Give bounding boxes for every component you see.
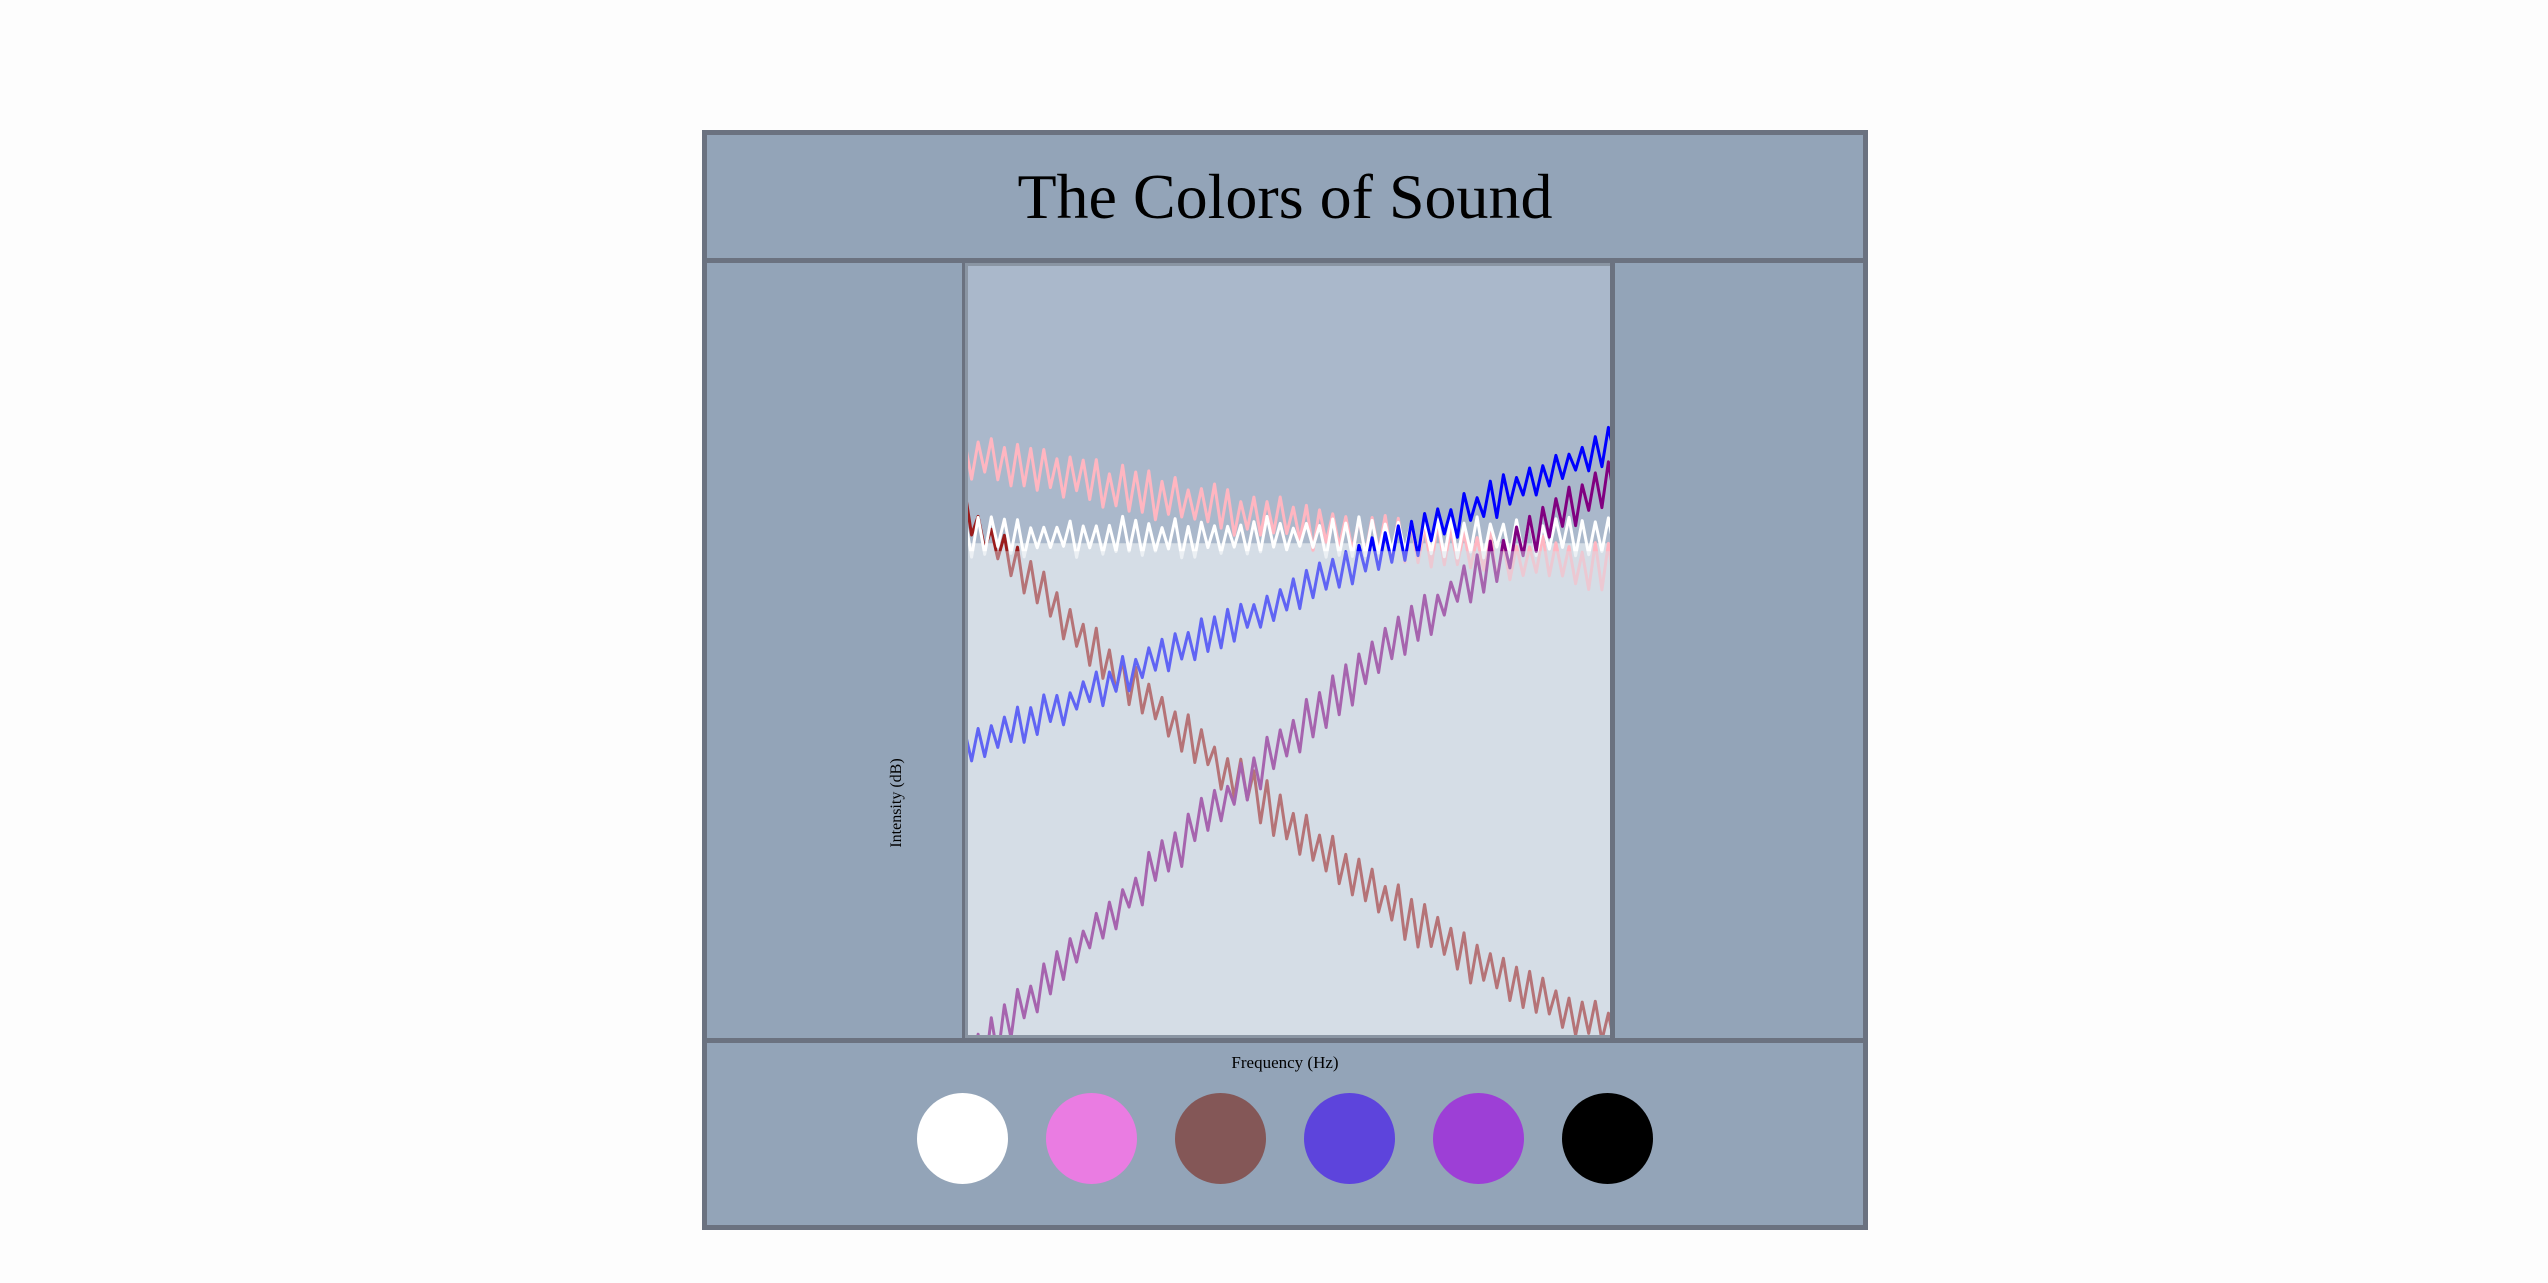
white-noise-swatch[interactable] xyxy=(917,1093,1008,1184)
chart-frame: The Colors of Sound Intensity (dB) Frequ… xyxy=(702,130,1868,1230)
series-line-pink xyxy=(965,437,1615,592)
series-line-violet xyxy=(976,460,1615,1038)
left-panel: Intensity (dB) xyxy=(707,263,967,1038)
blue-noise-swatch[interactable] xyxy=(1304,1093,1395,1184)
black-noise-swatch[interactable] xyxy=(1562,1093,1653,1184)
brown-noise-swatch[interactable] xyxy=(1175,1093,1266,1184)
x-axis-label: Frequency (Hz) xyxy=(1231,1053,1339,1072)
series-line-brown xyxy=(965,491,1615,1038)
page-title: The Colors of Sound xyxy=(1017,160,1553,232)
header: The Colors of Sound xyxy=(707,135,1863,263)
lower-region-overlay xyxy=(965,551,1615,1038)
plot-area xyxy=(965,263,1615,1038)
color-swatches xyxy=(917,1093,1653,1184)
pink-noise-swatch[interactable] xyxy=(1046,1093,1137,1184)
footer: Frequency (Hz) xyxy=(707,1038,1863,1225)
violet-noise-swatch[interactable] xyxy=(1433,1093,1524,1184)
series-line-white xyxy=(965,514,1615,560)
plot-background-upper xyxy=(965,263,1615,544)
right-panel xyxy=(1610,263,1863,1038)
y-axis-label: Intensity (dB) xyxy=(888,758,905,848)
series-line-blue xyxy=(965,425,1615,763)
